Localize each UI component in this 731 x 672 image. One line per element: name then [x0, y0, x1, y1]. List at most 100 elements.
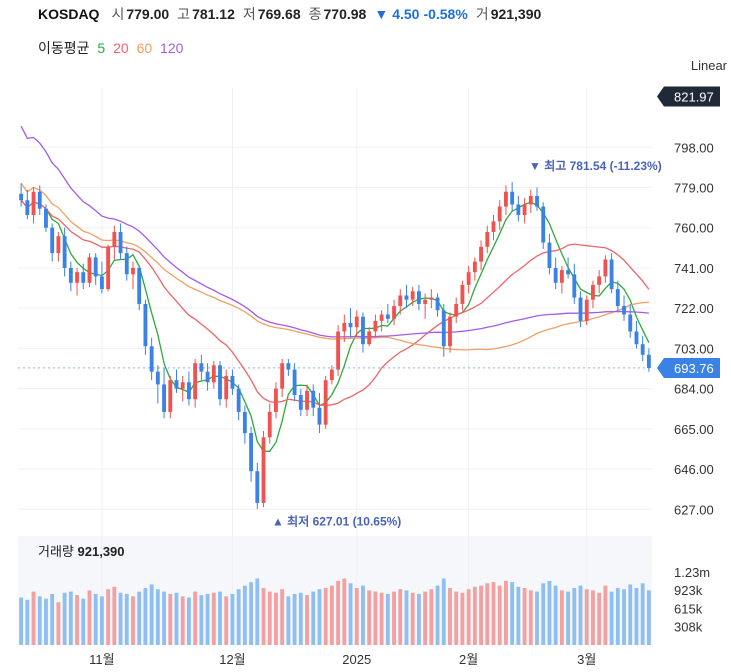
volume-bar	[466, 589, 471, 645]
volume-bar	[124, 593, 129, 645]
candle-body	[329, 369, 334, 381]
candle-body	[305, 390, 309, 410]
candle-body	[416, 291, 421, 304]
volume-bar	[510, 582, 515, 645]
candle-body	[292, 369, 297, 395]
candle-body	[44, 208, 48, 228]
ma-legend-label: 이동평균	[38, 40, 90, 56]
top-price-label: 821.97	[674, 90, 714, 105]
x-tick-label: 2025	[342, 652, 371, 667]
volume-value: 921,390	[490, 6, 542, 22]
volume-bar	[242, 585, 247, 645]
y-tick-label: 741.00	[674, 261, 714, 276]
volume-bar	[155, 589, 160, 645]
y-tick-label: 703.00	[674, 341, 714, 356]
min-price-annotation: ▲ 최저 627.01 (10.65%)	[272, 513, 401, 528]
candle-body	[131, 267, 135, 275]
volume-bar	[137, 591, 142, 645]
candle-body	[261, 437, 266, 503]
candle-body	[162, 384, 166, 412]
candle-body	[460, 284, 465, 304]
volume-bar	[460, 592, 465, 645]
ma60-legend[interactable]: 60	[136, 40, 153, 56]
volume-bar	[348, 583, 353, 645]
volume-bar	[559, 590, 564, 645]
volume-bar	[479, 585, 483, 645]
candle-body	[149, 346, 154, 372]
volume-bar	[572, 588, 577, 645]
volume-bar	[149, 584, 154, 645]
candle-body	[553, 267, 558, 283]
volume-bar	[379, 592, 384, 645]
y-tick-label: 779.00	[674, 181, 714, 196]
volume-bar	[317, 589, 322, 645]
volume-bar	[81, 598, 86, 645]
volume-bar	[311, 591, 316, 645]
candle-body	[25, 200, 30, 216]
volume-bar	[416, 593, 421, 645]
volume-bar	[603, 585, 608, 645]
candle-body	[640, 344, 645, 355]
volume-bar	[535, 591, 539, 645]
candle-body	[317, 407, 322, 425]
volume-bar	[553, 585, 558, 645]
volume-bar	[497, 585, 502, 645]
last-price-label: 693.76	[674, 361, 714, 376]
volume-bar	[404, 590, 409, 645]
candle-body	[118, 231, 123, 254]
candle-body	[336, 331, 341, 370]
volume-bar	[354, 588, 359, 645]
low-value: 769.68	[257, 6, 301, 22]
close-value: 770.98	[323, 6, 367, 22]
candle-body	[106, 246, 111, 290]
ma120-line	[20, 125, 649, 338]
candle-body	[441, 310, 446, 347]
change-value: 4.50	[392, 6, 420, 22]
candle-body	[155, 371, 160, 385]
candle-body	[367, 331, 372, 345]
volume-bar	[131, 596, 135, 645]
candle-body	[646, 354, 651, 368]
candle-body	[62, 236, 67, 268]
volume-bar	[435, 585, 440, 645]
last-price-tag	[657, 357, 720, 378]
volume-bar	[566, 591, 571, 645]
volume-bar	[292, 593, 297, 645]
volume-tick-label: 308k	[674, 620, 703, 635]
candle-body	[472, 261, 477, 273]
volume-bar	[280, 589, 285, 645]
close-label: 종	[308, 6, 322, 22]
candle-body	[323, 380, 328, 425]
volume-tick-label: 1.23m	[674, 565, 710, 580]
volume-bar	[255, 578, 260, 645]
volume-bar	[448, 588, 452, 645]
candle-body	[199, 363, 204, 372]
ma120-legend[interactable]: 120	[160, 40, 184, 56]
volume-bar	[193, 591, 198, 645]
volume-bar	[516, 586, 521, 645]
volume-bar	[578, 585, 583, 645]
candle-body	[354, 316, 359, 328]
candle-body	[479, 246, 483, 262]
volume-bar	[224, 596, 229, 645]
volume-bar	[267, 591, 272, 645]
change-down-arrow-icon: ▼	[374, 6, 389, 22]
scale-mode-toggle[interactable]: Linear	[690, 58, 727, 73]
ma5-legend[interactable]: 5	[97, 40, 106, 56]
volume-bar	[93, 593, 98, 645]
volume-bar	[199, 595, 204, 645]
volume-bar	[31, 591, 36, 645]
volume-bar	[591, 590, 595, 645]
ma20-line	[20, 199, 650, 407]
candle-body	[609, 259, 614, 290]
candle-body	[99, 276, 104, 290]
volume-bar	[628, 584, 633, 645]
volume-bar	[385, 593, 390, 645]
volume-bar	[187, 597, 191, 645]
candle-body	[68, 267, 73, 283]
ma20-legend[interactable]: 20	[113, 40, 129, 56]
candle-body	[429, 297, 434, 300]
volume-bar	[87, 590, 92, 645]
candle-body	[398, 295, 403, 307]
